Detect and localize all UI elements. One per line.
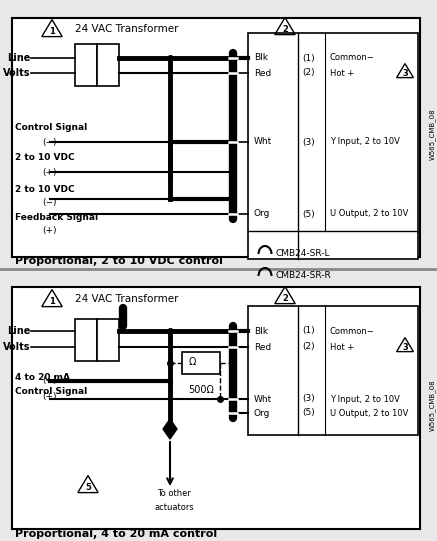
Text: Org: Org bbox=[254, 408, 271, 418]
Text: (+): (+) bbox=[42, 168, 56, 176]
Text: (2): (2) bbox=[302, 342, 315, 352]
Text: 24 VAC Transformer: 24 VAC Transformer bbox=[75, 24, 178, 34]
Text: 2 to 10 VDC: 2 to 10 VDC bbox=[15, 184, 75, 194]
FancyBboxPatch shape bbox=[12, 287, 420, 529]
Text: Blk: Blk bbox=[254, 327, 268, 335]
Text: U Output, 2 to 10V: U Output, 2 to 10V bbox=[330, 209, 408, 219]
Text: W565_CMB_08: W565_CMB_08 bbox=[429, 109, 435, 160]
Text: Blk: Blk bbox=[254, 54, 268, 63]
Text: Y Input, 2 to 10V: Y Input, 2 to 10V bbox=[330, 394, 400, 404]
Text: Red: Red bbox=[254, 342, 271, 352]
Text: 2: 2 bbox=[282, 25, 288, 34]
Text: Y Input, 2 to 10V: Y Input, 2 to 10V bbox=[330, 137, 400, 147]
Text: (2): (2) bbox=[302, 69, 315, 77]
Text: 2 to 10 VDC: 2 to 10 VDC bbox=[15, 153, 75, 162]
Text: 2: 2 bbox=[282, 294, 288, 304]
Text: Common−: Common− bbox=[330, 327, 375, 335]
Text: 5: 5 bbox=[85, 483, 91, 492]
Text: Volts: Volts bbox=[3, 342, 30, 352]
FancyBboxPatch shape bbox=[248, 33, 418, 259]
Text: Common−: Common− bbox=[330, 54, 375, 63]
Text: CMB24-SR-L: CMB24-SR-L bbox=[276, 249, 330, 259]
Text: U Output, 2 to 10V: U Output, 2 to 10V bbox=[330, 408, 408, 418]
Text: 3: 3 bbox=[402, 69, 408, 78]
Text: Control Signal: Control Signal bbox=[15, 386, 87, 395]
Text: Hot +: Hot + bbox=[330, 342, 354, 352]
Text: Line: Line bbox=[7, 53, 30, 63]
Text: (1): (1) bbox=[302, 54, 315, 63]
Text: Hot +: Hot + bbox=[330, 69, 354, 77]
Text: 3: 3 bbox=[402, 343, 408, 352]
Text: W565_CMB_08: W565_CMB_08 bbox=[429, 379, 435, 431]
Text: (−): (−) bbox=[42, 377, 56, 386]
Text: (1): (1) bbox=[302, 327, 315, 335]
FancyBboxPatch shape bbox=[75, 319, 97, 361]
FancyBboxPatch shape bbox=[97, 319, 119, 361]
Text: Ω: Ω bbox=[188, 357, 196, 367]
Text: Wht: Wht bbox=[254, 137, 272, 147]
Text: 24 VAC Transformer: 24 VAC Transformer bbox=[75, 294, 178, 304]
Text: Org: Org bbox=[254, 209, 271, 219]
Text: (+): (+) bbox=[42, 393, 56, 401]
Text: Line: Line bbox=[7, 326, 30, 336]
FancyBboxPatch shape bbox=[248, 306, 418, 435]
FancyBboxPatch shape bbox=[182, 352, 220, 374]
Polygon shape bbox=[163, 419, 177, 439]
Text: 1: 1 bbox=[49, 28, 55, 36]
Text: (+): (+) bbox=[42, 227, 56, 235]
Text: Volts: Volts bbox=[3, 68, 30, 78]
Text: 4 to 20 mA: 4 to 20 mA bbox=[15, 373, 70, 381]
Text: actuators: actuators bbox=[154, 503, 194, 511]
Text: 1: 1 bbox=[49, 298, 55, 306]
Text: (−): (−) bbox=[42, 197, 56, 207]
FancyBboxPatch shape bbox=[97, 44, 119, 86]
Text: Wht: Wht bbox=[254, 394, 272, 404]
Text: Feedback Signal: Feedback Signal bbox=[15, 213, 98, 221]
FancyBboxPatch shape bbox=[12, 18, 420, 257]
Text: (3): (3) bbox=[302, 394, 315, 404]
Text: (3): (3) bbox=[302, 137, 315, 147]
Text: Proportional, 2 to 10 VDC control: Proportional, 2 to 10 VDC control bbox=[15, 256, 223, 266]
Text: Proportional, 4 to 20 mA control: Proportional, 4 to 20 mA control bbox=[15, 529, 217, 539]
Text: 500Ω: 500Ω bbox=[188, 385, 214, 395]
Text: Red: Red bbox=[254, 69, 271, 77]
Text: To other: To other bbox=[157, 489, 191, 498]
FancyBboxPatch shape bbox=[75, 44, 97, 86]
Text: Control Signal: Control Signal bbox=[15, 122, 87, 131]
Text: (5): (5) bbox=[302, 209, 315, 219]
Text: CMB24-SR-R: CMB24-SR-R bbox=[276, 272, 332, 280]
Text: (5): (5) bbox=[302, 408, 315, 418]
Text: (−): (−) bbox=[42, 137, 56, 147]
